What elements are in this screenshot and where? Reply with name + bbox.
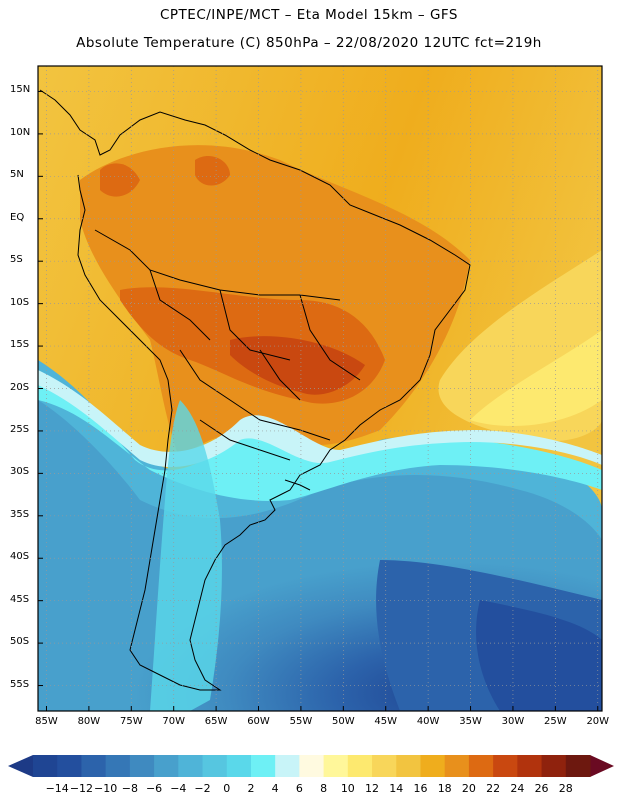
colorbar-cell bbox=[81, 755, 107, 777]
colorbar-cell bbox=[275, 755, 300, 777]
colorbar-label: 16 bbox=[413, 782, 428, 795]
lat-label: 5N bbox=[10, 169, 24, 181]
colorbar-label: 8 bbox=[320, 782, 328, 795]
colorbar-label: 22 bbox=[486, 782, 501, 795]
lat-label: 15N bbox=[10, 84, 31, 96]
colorbar-label: −6 bbox=[145, 782, 163, 795]
axis-ticks bbox=[38, 90, 599, 711]
lon-label: 60W bbox=[247, 716, 270, 727]
colorbar-label: 12 bbox=[365, 782, 380, 795]
lon-label: 80W bbox=[77, 716, 101, 727]
lat-label: 35S bbox=[10, 508, 30, 520]
lon-label: 50W bbox=[332, 716, 355, 727]
lon-label: 70W bbox=[162, 716, 185, 727]
colorbar-label: −12 bbox=[69, 782, 94, 795]
colorbar-label: 26 bbox=[534, 782, 549, 795]
lon-label: 25W bbox=[544, 716, 567, 727]
colorbar-label: 18 bbox=[437, 782, 452, 795]
colorbar-label: −10 bbox=[94, 782, 118, 795]
lon-label: 45W bbox=[374, 716, 398, 727]
colorbar-underflow bbox=[8, 755, 33, 777]
colorbar-cell bbox=[226, 755, 252, 777]
colorbar-label: −14 bbox=[45, 782, 69, 795]
colorbar-cell bbox=[323, 755, 349, 777]
lat-label: 55S bbox=[10, 678, 30, 690]
colorbar-cell bbox=[541, 755, 567, 777]
lon-label: 75W bbox=[119, 716, 143, 727]
lat-label: 10S bbox=[10, 296, 30, 308]
lon-label: 85W bbox=[35, 716, 58, 727]
colorbar-cell bbox=[129, 755, 155, 777]
lon-label: 30W bbox=[501, 716, 525, 727]
colorbar-cell bbox=[250, 755, 276, 777]
lat-label: 15S bbox=[10, 339, 30, 351]
colorbar-cell bbox=[57, 755, 82, 777]
colorbar-cell bbox=[396, 755, 421, 777]
coastlines bbox=[39, 89, 471, 691]
temperature-field bbox=[38, 66, 602, 711]
lat-label: 10N bbox=[10, 126, 31, 138]
colorbar-label: 4 bbox=[271, 782, 279, 795]
colorbar-label: 14 bbox=[389, 782, 404, 795]
colorbar-cell bbox=[517, 755, 543, 777]
lon-label: 65W bbox=[204, 716, 228, 727]
colorbar-cell bbox=[468, 755, 494, 777]
lat-label: EQ bbox=[10, 211, 25, 223]
colorbar-cell bbox=[372, 755, 397, 777]
colorbar-overflow bbox=[590, 755, 614, 777]
colorbar-label: −2 bbox=[194, 782, 211, 795]
colorbar-cell bbox=[33, 755, 58, 777]
lat-label: 25S bbox=[10, 423, 30, 435]
title-line-2: Absolute Temperature (C) 850hPa – 22/08/… bbox=[76, 35, 542, 51]
colorbar-cell bbox=[105, 755, 131, 777]
colorbar-cell bbox=[178, 755, 204, 777]
colorbar-cell bbox=[202, 755, 228, 777]
lat-label: 5S bbox=[10, 254, 23, 266]
colorbar-cell bbox=[347, 755, 373, 777]
lon-label: 55W bbox=[289, 716, 313, 727]
lat-label: 30S bbox=[10, 466, 30, 478]
colorbar-label: 6 bbox=[295, 782, 303, 795]
lat-label: 20S bbox=[10, 381, 30, 393]
lat-label: 45S bbox=[10, 593, 30, 605]
colorbar-label: 10 bbox=[340, 782, 355, 795]
colorbar bbox=[8, 755, 614, 777]
title-line-1: CPTEC/INPE/MCT – Eta Model 15km – GFS bbox=[159, 7, 459, 23]
colorbar-label: 0 bbox=[223, 782, 231, 795]
lat-label: 40S bbox=[10, 551, 30, 563]
lon-label: 40W bbox=[416, 716, 440, 727]
colorbar-cell bbox=[420, 755, 446, 777]
colorbar-cell bbox=[154, 755, 179, 777]
colorbar-label: −8 bbox=[121, 782, 138, 795]
colorbar-cell bbox=[565, 755, 591, 777]
lon-label: 35W bbox=[459, 716, 482, 727]
colorbar-label: 2 bbox=[247, 782, 255, 795]
colorbar-label: 28 bbox=[558, 782, 573, 795]
colorbar-label: 24 bbox=[510, 782, 525, 795]
lon-label: 20W bbox=[586, 716, 610, 727]
colorbar-label: −4 bbox=[170, 782, 187, 795]
colorbar-label: 20 bbox=[461, 782, 476, 795]
colorbar-cell bbox=[493, 755, 518, 777]
colorbar-cell bbox=[299, 755, 325, 777]
lat-label: 50S bbox=[10, 636, 30, 648]
colorbar-cell bbox=[444, 755, 470, 777]
